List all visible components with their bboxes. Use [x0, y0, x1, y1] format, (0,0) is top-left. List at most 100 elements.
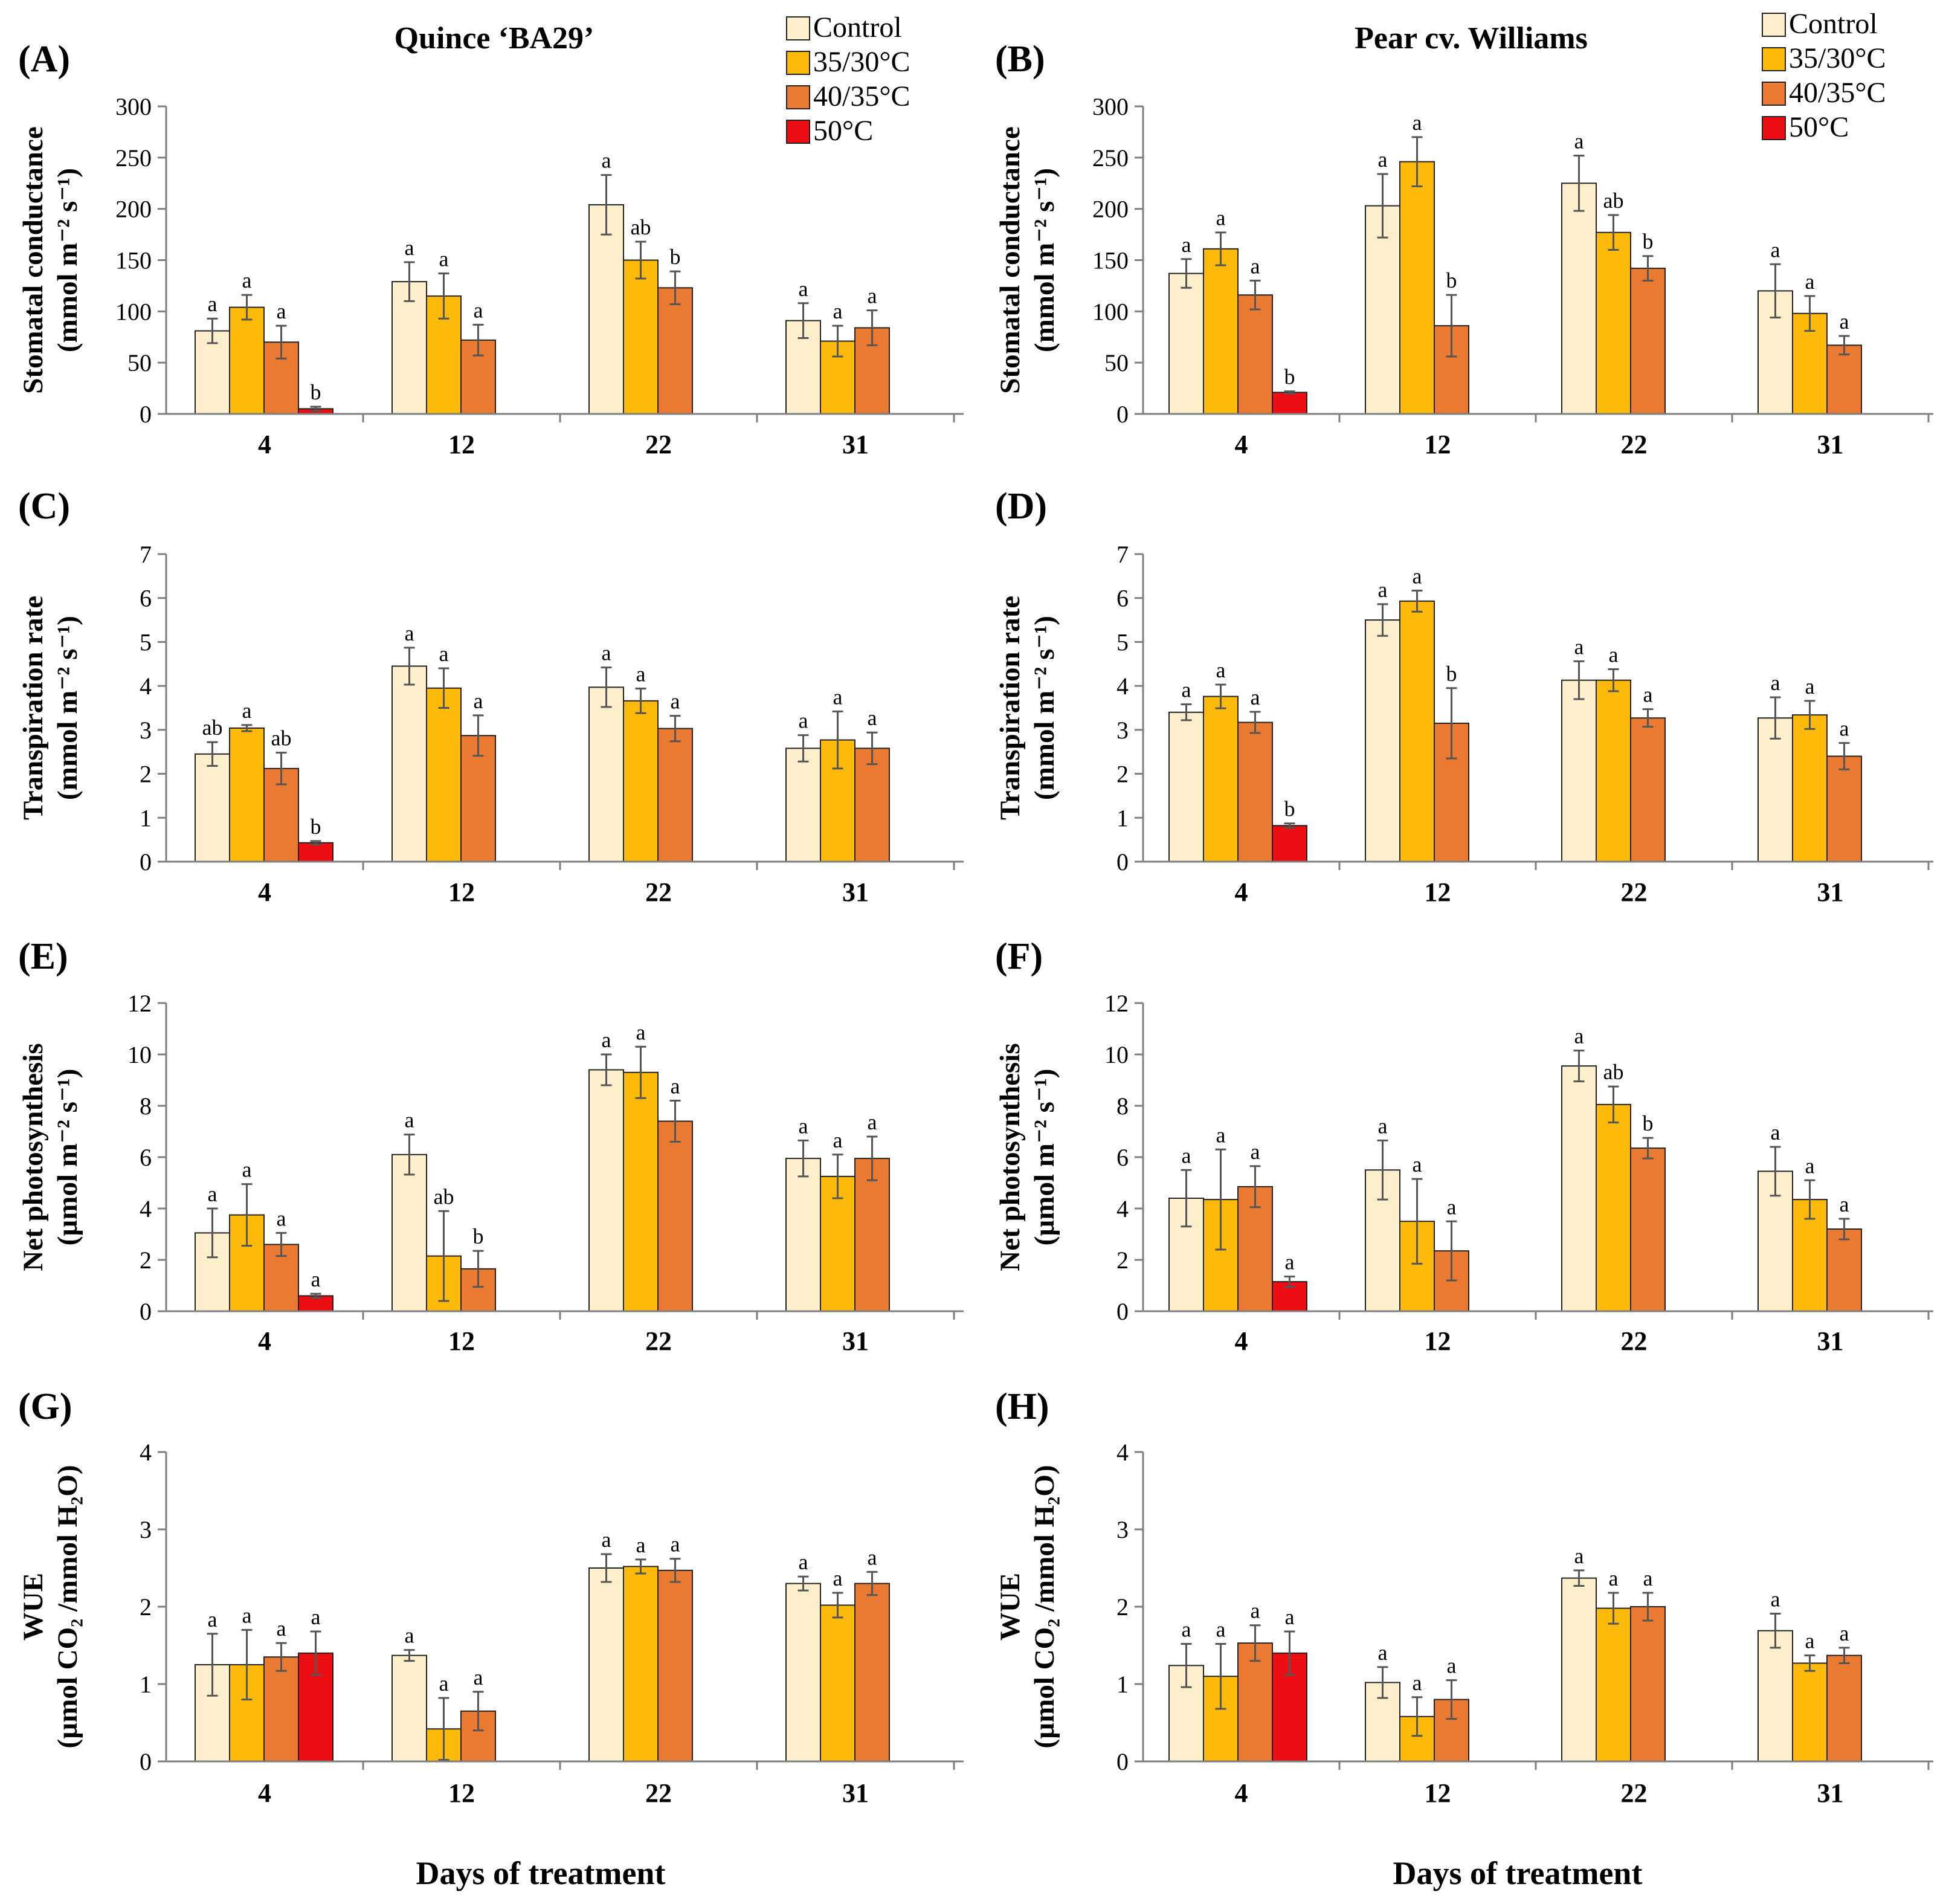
significance-letter: a [1609, 643, 1619, 667]
significance-letter: a [242, 1603, 252, 1627]
significance-letter: a [277, 1206, 286, 1230]
significance-letter: a [868, 1545, 877, 1569]
panel-b: (B) Stomatal conductance (mmol m⁻² s⁻¹) 0 50… [994, 39, 1933, 459]
significance-letter: a [799, 1550, 808, 1574]
legend-swatch-icon-40-35-c [1762, 82, 1786, 106]
x-tick-label: 12 [1425, 877, 1451, 907]
y-tick-label: 1 [140, 1671, 152, 1698]
x-tick-label: 22 [1621, 430, 1648, 459]
y-tick-label: 3 [140, 717, 152, 744]
significance-letter: a [1805, 1629, 1815, 1653]
bar-control [588, 1069, 624, 1312]
xlabel-right: Days of treatment [1393, 1855, 1643, 1891]
panel-label: (A) [18, 39, 70, 80]
y-tick-label: 250 [1092, 144, 1129, 172]
y-tick-label: 4 [140, 1195, 152, 1222]
significance-letter: a [1182, 1617, 1191, 1641]
significance-letter: b [311, 380, 321, 404]
significance-letter: a [1771, 1120, 1780, 1144]
bar-control [785, 1158, 821, 1312]
legend-label: 35/30°C [1789, 42, 1886, 74]
y-tick-label: 8 [140, 1092, 152, 1120]
y-tick-label: 150 [115, 247, 152, 274]
significance-letter: a [1285, 1250, 1295, 1274]
panel-label: (C) [18, 486, 70, 527]
bar-35-30-c [1203, 695, 1239, 862]
bar-control [391, 1654, 427, 1762]
x-tick-label: 22 [645, 430, 672, 459]
significance-letter: b [1643, 230, 1654, 254]
significance-letter: a [439, 642, 449, 666]
bar-35-30-c [623, 700, 659, 862]
y-tick-label: 0 [1116, 1748, 1129, 1775]
x-tick-label: 4 [1235, 430, 1248, 459]
legend-label: 40/35°C [813, 80, 910, 112]
bar-control [1758, 717, 1793, 862]
significance-letter: a [1216, 1617, 1226, 1641]
legend-swatch-icon-50-c [786, 120, 810, 144]
significance-letter: a [208, 1182, 217, 1206]
significance-letter: a [1805, 1154, 1815, 1178]
significance-letter: b [670, 245, 681, 269]
legend-label: 50°C [813, 115, 873, 147]
legend-swatch-icon-40-35-c [786, 85, 810, 109]
significance-letter: a [1840, 717, 1849, 741]
significance-letter: a [671, 1532, 680, 1557]
x-tick-label: 22 [1621, 1326, 1648, 1356]
x-tick-label: 12 [448, 1326, 475, 1356]
bar-40-35-c [1826, 1228, 1862, 1312]
y-tick-label: 6 [140, 585, 152, 612]
significance-letter: a [1413, 1152, 1422, 1176]
significance-letter: a [1378, 147, 1388, 172]
bar-50-c [1272, 392, 1307, 415]
significance-letter: a [405, 1108, 414, 1132]
significance-letter: a [1643, 683, 1653, 707]
significance-letter: a [1182, 233, 1191, 257]
x-tick-label: 4 [258, 1778, 271, 1808]
y-tick-label: 250 [115, 144, 152, 172]
significance-letter: a [1771, 671, 1780, 695]
significance-letter: a [1447, 1654, 1457, 1678]
significance-letter: a [1216, 658, 1226, 682]
x-tick-label: 12 [448, 877, 475, 907]
legend-swatch-icon-35-30-c [1762, 47, 1786, 71]
y-axis-units: (µmol CO₂ /mmol H₂O) [52, 1465, 83, 1748]
significance-letter: b [1446, 662, 1457, 686]
y-tick-label: 3 [140, 1516, 152, 1543]
title-quince: Quince ‘BA29’ [395, 21, 594, 56]
significance-letter: a [311, 1605, 321, 1629]
y-tick-label: 5 [1116, 628, 1129, 656]
y-tick-label: 3 [1116, 1516, 1129, 1543]
significance-letter: a [1771, 1587, 1780, 1612]
x-tick-label: 31 [1817, 877, 1844, 907]
y-tick-label: 2 [140, 1593, 152, 1621]
y-axis-units: (mmol m⁻² s⁻¹) [1029, 168, 1060, 352]
x-tick-label: 4 [258, 877, 271, 907]
significance-letter: a [833, 1566, 843, 1590]
significance-letter: a [602, 149, 611, 173]
significance-letter: a [1574, 1544, 1584, 1568]
y-tick-label: 0 [1116, 1298, 1129, 1325]
significance-letter: b [1643, 1111, 1654, 1135]
significance-letter: a [1182, 678, 1191, 702]
y-tick-label: 10 [127, 1041, 152, 1068]
y-tick-label: 4 [1116, 673, 1129, 700]
x-tick-label: 31 [842, 877, 869, 907]
bar-control [1561, 1065, 1597, 1312]
x-tick-label: 12 [1425, 1778, 1451, 1808]
bar-35-30-c [623, 1566, 659, 1762]
significance-letter: a [1805, 674, 1815, 699]
x-tick-label: 31 [842, 1326, 869, 1356]
panel-e: (E) Net photosynthesis (µmol m⁻² s⁻¹) 0 2 4 6 8… [18, 936, 964, 1356]
significance-letter: a [833, 685, 843, 709]
y-tick-label: 2 [1116, 1593, 1129, 1621]
bar-35-30-c [1596, 679, 1631, 862]
legend-label: Control [1789, 8, 1878, 40]
significance-letter: a [1216, 1123, 1226, 1147]
bar-35-30-c [623, 259, 659, 415]
x-tick-label: 4 [258, 430, 271, 459]
significance-letter: a [242, 1158, 252, 1182]
